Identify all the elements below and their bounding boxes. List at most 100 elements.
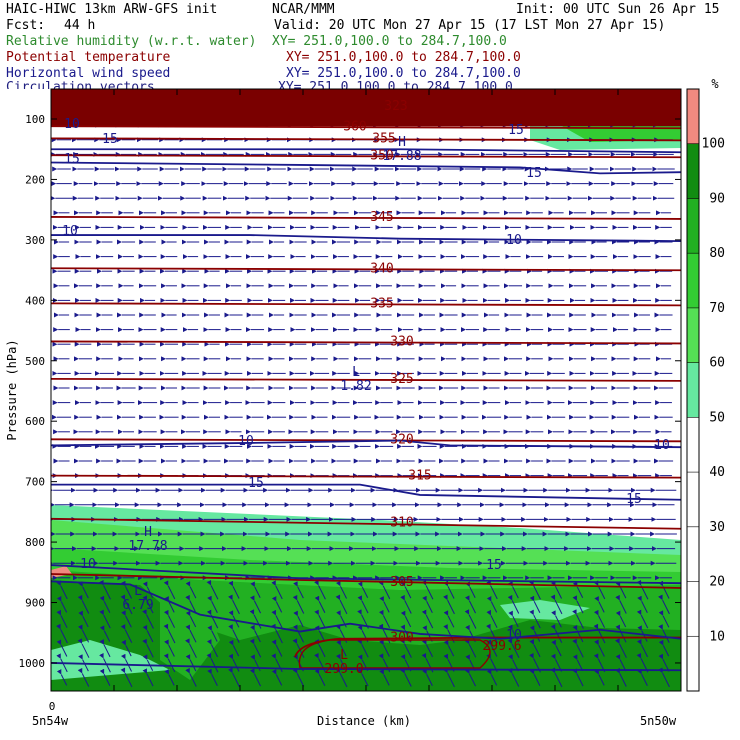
y-tick-label: 900 [25,597,45,610]
wind-vector [594,596,605,613]
theta-contour-line [51,302,681,307]
wind-vector [572,581,584,598]
theta-label: 340 [370,261,393,276]
wind-vector [164,669,175,686]
colorbar-band [687,89,699,144]
wind-vector [336,639,347,657]
wind-vector [551,639,562,657]
wind-vector [593,623,606,644]
wind-vector [78,581,89,599]
wind-vector [249,668,262,687]
wind-vector [185,624,197,643]
wind-vector [378,623,391,644]
theta-label: 335 [370,296,393,311]
field-wind-name: Horizontal wind speed [6,66,171,81]
wind-vector [120,624,133,643]
wind-vector [508,610,519,628]
wind-vector [551,610,562,628]
wind-vector [206,652,219,673]
y-tick-label: 1000 [19,657,46,670]
wind-vector [271,580,283,600]
wind-vector [658,594,670,615]
wind-speed-label: 10 [506,628,522,643]
wind-vector [378,580,391,600]
wind-vector [56,596,68,613]
wind-speed-contour [51,234,681,242]
wind-speed-label: 15 [248,476,264,491]
theta-contour-line [51,267,681,272]
theta-label: 350 [370,148,393,163]
wind-vector [443,639,455,657]
wind-vector [292,638,305,658]
wind-vector [99,652,111,673]
x-axis-label: Distance (km) [317,714,411,728]
wind-vector [335,580,348,599]
extremum-marker: L [340,648,348,663]
wind-vector [379,596,390,613]
wind-vector [636,609,649,629]
colorbar-band [687,362,699,418]
wind-vector [486,623,498,644]
wind-speed-label: 15 [626,492,642,507]
theta-contour-line [51,154,681,159]
wind-vector [99,625,111,642]
colorbar-label: 90 [709,191,725,206]
extremum-marker: L [352,365,360,380]
y-tick-label: 400 [25,294,45,307]
theta-closed-contour [298,639,491,669]
wind-vector [56,669,68,686]
theta-contour-line [294,636,681,658]
x-left-location: 5n54w [32,714,69,728]
colorbar-frame [686,88,700,692]
wind-vector [314,609,326,629]
wind-vector [99,595,111,613]
colorbar-band [687,307,699,363]
wind-vector [443,594,455,615]
wind-vector [336,610,347,628]
wind-vector [400,581,412,599]
wind-vector [293,610,304,628]
y-tick-label: 300 [25,234,45,247]
wind-vector [163,609,176,628]
wind-vector [529,639,541,658]
wind-vector [550,667,563,688]
colorbar-band [687,253,699,308]
wind-speed-contour [51,161,681,175]
theta-label: 345 [370,210,393,225]
wind-vector [207,625,218,642]
theta-contour-line [51,573,681,589]
wind-vector [163,623,176,644]
wind-vector [249,609,262,629]
forecast-label: Fcst: [6,18,46,33]
wind-speed-contour [51,148,681,154]
wind-speed-contour [51,564,681,585]
wind-vector [206,579,219,600]
wind-vector [271,596,283,613]
extremum-value: 6.79 [122,598,153,613]
field-wind-xy: XY= 251.0,100.0 to 284.7,100.0 [286,66,521,81]
extremum-value: 299.0 [324,662,363,677]
wind-vector [56,653,68,673]
wind-vector [658,639,670,657]
wind-vector [486,639,498,657]
colorbar-label: 30 [709,520,725,535]
theta-contour-line [51,125,681,130]
wind-vector [529,579,541,600]
wind-vector [400,638,412,658]
theta-contour-line [51,474,681,479]
rh-lower-90 [51,580,681,691]
wind-vector [464,609,477,629]
field-vectors-name: Circulation vectors [6,80,155,89]
wind-vector [422,595,433,613]
wind-vector [163,580,176,600]
wind-speed-label: 10 [80,557,96,572]
wind-vector [271,609,283,628]
wind-vector [249,638,262,658]
colorbar-band [687,198,699,254]
wind-vector [56,580,68,600]
colorbar-band [687,143,699,199]
wind-speed-label: 15 [64,152,80,167]
wind-vector [206,639,219,658]
wind-vector [120,580,133,599]
